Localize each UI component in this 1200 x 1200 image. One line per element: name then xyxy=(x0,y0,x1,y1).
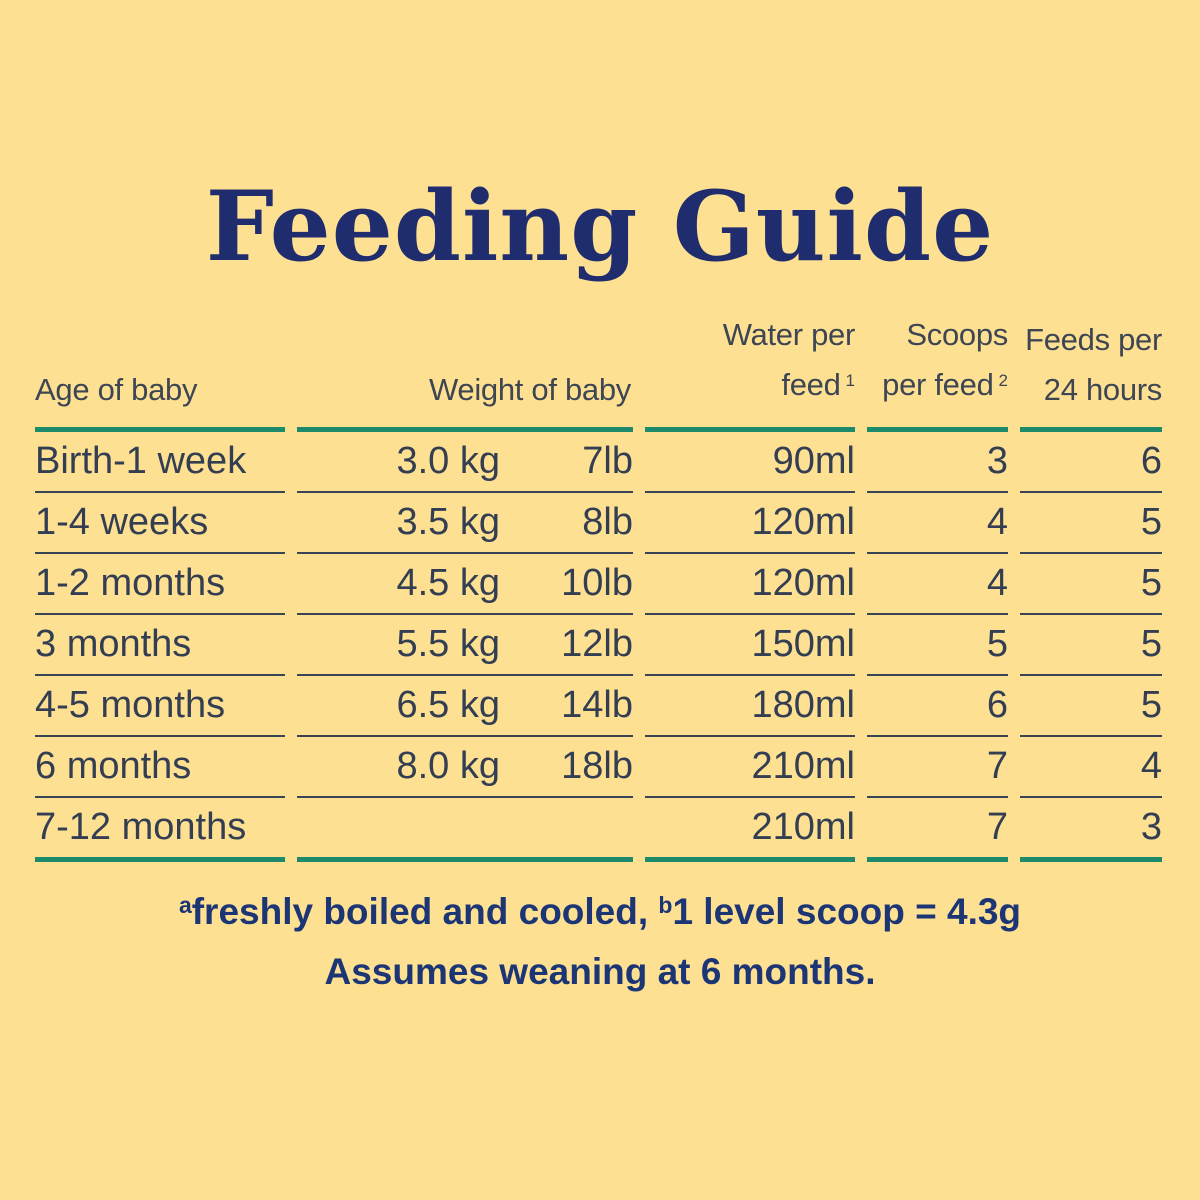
feeding-guide-panel: { "title": "Feeding Guide", "table": { "… xyxy=(0,168,1200,1200)
cell-weight: 5.5 kg 12lb xyxy=(297,615,633,676)
footnote-line-2: Assumes weaning at 6 months. xyxy=(324,951,876,992)
cell-weight-lb: 10lb xyxy=(561,562,633,604)
cell-weight: 4.5 kg 10lb xyxy=(297,554,633,615)
cell-weight-kg: 3.5 kg xyxy=(396,501,500,543)
table-row: 1-2 months 4.5 kg 10lb 120ml 4 5 xyxy=(35,554,1165,615)
cell-weight-kg xyxy=(297,807,500,847)
cell-water-per-feed: 90ml xyxy=(645,432,855,493)
table-row: 1-4 weeks 3.5 kg 8lb 120ml 4 5 xyxy=(35,493,1165,554)
page-title: Feeding Guide xyxy=(205,170,995,283)
header-feeds-line2: 24 hours xyxy=(1043,372,1163,407)
header-feeds-line1: Feeds per xyxy=(1025,322,1162,357)
cell-age: 4-5 months xyxy=(35,676,285,737)
cell-water-per-feed: 180ml xyxy=(645,676,855,737)
cell-weight-kg: 4.5 kg xyxy=(396,562,500,604)
cell-age: 1-4 weeks xyxy=(35,493,285,554)
header-feeds-per-24-hours: Feeds per 24 hours xyxy=(1020,310,1162,432)
cell-water-per-feed: 120ml xyxy=(645,554,855,615)
table-row: 7-12 months 210ml 7 3 xyxy=(35,798,1165,862)
table-header-row: Age of baby Weight of baby Water per fee… xyxy=(35,310,1165,432)
cell-weight: 8.0 kg 18lb xyxy=(297,737,633,798)
cell-scoops-per-feed: 6 xyxy=(867,676,1008,737)
cell-feeds-per-24-hours: 6 xyxy=(1020,432,1162,493)
header-scoops-per-feed: Scoops per feed 2 xyxy=(867,310,1008,432)
cell-weight-kg: 5.5 kg xyxy=(396,623,500,665)
cell-age: 3 months xyxy=(35,615,285,676)
table-row: 6 months 8.0 kg 18lb 210ml 7 4 xyxy=(35,737,1165,798)
cell-weight-lb: 7lb xyxy=(582,440,633,482)
footnote-sup-a: a xyxy=(178,891,192,918)
cell-water-per-feed: 120ml xyxy=(645,493,855,554)
footnote-b-text: 1 level scoop = 4.3g xyxy=(672,891,1022,932)
cell-weight: 6.5 kg 14lb xyxy=(297,676,633,737)
table-row: Birth-1 week 3.0 kg 7lb 90ml 3 6 xyxy=(35,432,1165,493)
cell-weight: 3.0 kg 7lb xyxy=(297,432,633,493)
header-water-line2: feed 1 xyxy=(781,367,855,402)
cell-weight xyxy=(297,798,633,862)
header-scoops-line2: per feed 2 xyxy=(882,367,1008,402)
cell-feeds-per-24-hours: 5 xyxy=(1020,554,1162,615)
cell-scoops-per-feed: 4 xyxy=(867,554,1008,615)
cell-age: 6 months xyxy=(35,737,285,798)
cell-water-per-feed: 150ml xyxy=(645,615,855,676)
cell-weight-kg: 6.5 kg xyxy=(396,684,500,726)
header-water-per-feed: Water per feed 1 xyxy=(645,310,855,432)
cell-scoops-per-feed: 3 xyxy=(867,432,1008,493)
footnote-a-text: freshly boiled and cooled, xyxy=(191,891,659,932)
cell-feeds-per-24-hours: 4 xyxy=(1020,737,1162,798)
cell-weight-lb xyxy=(500,807,633,847)
cell-weight-lb: 8lb xyxy=(582,501,633,543)
cell-water-per-feed: 210ml xyxy=(645,798,855,862)
footnotes: afreshly boiled and cooled, b1 level sco… xyxy=(0,890,1200,994)
header-age-label: Age of baby xyxy=(35,372,198,407)
cell-weight-lb: 14lb xyxy=(561,684,633,726)
cell-weight-lb: 18lb xyxy=(561,745,633,787)
cell-age: Birth-1 week xyxy=(35,432,285,493)
footnote-marker-1: 1 xyxy=(845,370,855,390)
header-scoops-line1: Scoops xyxy=(906,317,1008,352)
cell-scoops-per-feed: 4 xyxy=(867,493,1008,554)
cell-feeds-per-24-hours: 3 xyxy=(1020,798,1162,862)
table-row: 3 months 5.5 kg 12lb 150ml 5 5 xyxy=(35,615,1165,676)
cell-age: 7-12 months xyxy=(35,798,285,862)
cell-weight: 3.5 kg 8lb xyxy=(297,493,633,554)
header-water-line1: Water per xyxy=(722,317,856,352)
cell-weight-kg: 3.0 kg xyxy=(396,440,500,482)
cell-age: 1-2 months xyxy=(35,554,285,615)
footnote-sup-b: b xyxy=(658,891,673,918)
cell-feeds-per-24-hours: 5 xyxy=(1020,615,1162,676)
feeding-guide-table: Age of baby Weight of baby Water per fee… xyxy=(35,310,1165,862)
header-weight-label: Weight of baby xyxy=(428,372,632,407)
cell-feeds-per-24-hours: 5 xyxy=(1020,676,1162,737)
header-weight-of-baby: Weight of baby xyxy=(297,310,633,432)
cell-weight-kg: 8.0 kg xyxy=(396,745,500,787)
cell-scoops-per-feed: 7 xyxy=(867,798,1008,862)
footnote-line-1: afreshly boiled and cooled, b1 level sco… xyxy=(0,890,1200,938)
table-row: 4-5 months 6.5 kg 14lb 180ml 6 5 xyxy=(35,676,1165,737)
header-age-of-baby: Age of baby xyxy=(35,310,285,432)
cell-feeds-per-24-hours: 5 xyxy=(1020,493,1162,554)
cell-scoops-per-feed: 5 xyxy=(867,615,1008,676)
cell-scoops-per-feed: 7 xyxy=(867,737,1008,798)
cell-weight-lb: 12lb xyxy=(561,623,633,665)
footnote-marker-2: 2 xyxy=(998,370,1008,390)
cell-water-per-feed: 210ml xyxy=(645,737,855,798)
